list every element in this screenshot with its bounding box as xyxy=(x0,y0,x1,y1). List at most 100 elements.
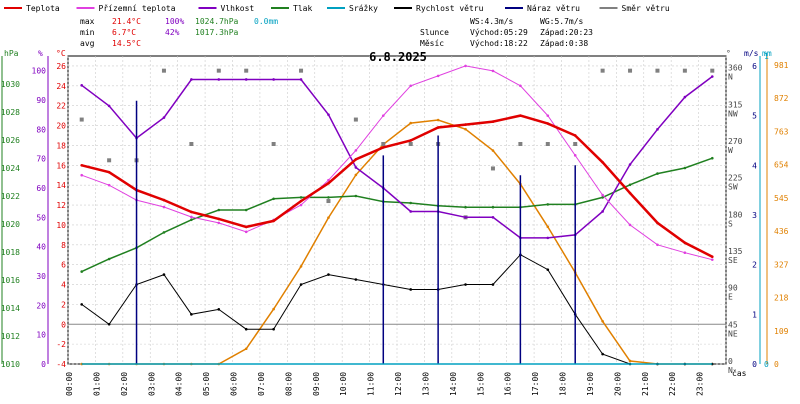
solar-tick-label: 327 xyxy=(774,260,789,269)
ground-temperature-point xyxy=(519,84,522,88)
wind-direction-compass-label: N xyxy=(728,73,733,82)
wind-direction-point xyxy=(244,68,249,73)
wind-direction-tick-label: 180 xyxy=(728,210,743,219)
temperature-point xyxy=(519,114,522,117)
solar-tick-label: 654 xyxy=(774,161,789,170)
wind-speed-point xyxy=(464,283,467,286)
wind-direction-tick-label: 270 xyxy=(728,137,743,146)
x-tick-label: 23:00 xyxy=(696,372,705,396)
humidity-point xyxy=(409,210,413,213)
pressure-tick-label: 1018 xyxy=(1,248,20,257)
wind-direction-point xyxy=(710,68,715,73)
stat-wg: WG:5.7m/s xyxy=(540,17,584,26)
stat-min-label: min xyxy=(80,28,95,37)
ground-temperature-point xyxy=(217,221,221,225)
wind-speed-point xyxy=(190,313,193,316)
stat-sun-set: Západ:20:23 xyxy=(540,28,593,37)
wind-direction-tick-label: 45 xyxy=(728,320,738,329)
humidity-point xyxy=(491,216,495,219)
wind-direction-compass-label: NW xyxy=(728,109,738,118)
ground-temperature-point xyxy=(436,74,440,78)
wind-speed-tick-label: 6 xyxy=(752,62,757,71)
temperature-point xyxy=(80,163,84,167)
wind-speed-point xyxy=(409,288,413,291)
wind-speed-tick-label: 4 xyxy=(752,161,757,170)
pressure-tick-label: 1028 xyxy=(1,108,20,117)
humidity-point xyxy=(354,166,358,169)
wind-direction-point xyxy=(107,158,112,163)
legend-label: Teplota xyxy=(26,4,60,13)
temperature-tick-label: 10 xyxy=(56,221,66,230)
x-tick-label: 05:00 xyxy=(202,372,211,396)
pressure-point xyxy=(710,156,714,160)
pressure-point xyxy=(244,208,248,212)
solar-radiation-point xyxy=(354,173,358,177)
pressure-tick-label: 1026 xyxy=(1,136,20,145)
legend-label: Směr větru xyxy=(622,4,670,13)
pressure-tick-label: 1014 xyxy=(1,304,20,313)
temperature-tick-label: -4 xyxy=(56,360,66,369)
temperature-point xyxy=(710,255,714,258)
pressure-line xyxy=(81,157,713,273)
x-tick-label: 06:00 xyxy=(230,372,239,396)
x-tick-label: 08:00 xyxy=(284,372,293,396)
x-tick-label: 22:00 xyxy=(668,372,677,396)
pressure-tick-label: 1020 xyxy=(1,220,20,229)
wind-direction-compass-label: W xyxy=(728,146,733,155)
temperature-line xyxy=(81,114,713,258)
ground-temperature-point xyxy=(107,183,111,187)
temperature-tick-label: 8 xyxy=(61,241,66,250)
pressure-point xyxy=(464,205,467,209)
x-tick-label: 04:00 xyxy=(175,372,184,396)
wind-direction-point xyxy=(545,142,550,146)
ground-temperature-point xyxy=(656,243,659,247)
humidity-tick-label: 80 xyxy=(36,125,46,134)
solar-radiation-point xyxy=(546,225,550,229)
ground-temperature-point xyxy=(354,149,358,152)
stat-moon-label: Měsíc xyxy=(420,39,444,48)
temperature-point xyxy=(628,191,632,195)
ground-temperature-point xyxy=(491,69,495,73)
wind-speed-point xyxy=(217,308,221,311)
wind-direction-compass-label: SE xyxy=(728,256,738,265)
temperature-point xyxy=(573,134,577,137)
wind-direction-tick-label: 135 xyxy=(728,247,743,256)
wind-direction-tick-label: 315 xyxy=(728,100,743,109)
wind-direction-compass-label: N xyxy=(728,366,733,375)
x-tick-label: 01:00 xyxy=(92,372,101,396)
stat-rain: 0.0mm xyxy=(254,17,278,26)
humidity-point xyxy=(656,128,659,131)
x-tick-label: 14:00 xyxy=(449,372,458,396)
stat-ws: WS:4.3m/s xyxy=(470,17,514,26)
humidity-point xyxy=(683,95,687,99)
temperature-point xyxy=(656,221,659,225)
wind-speed-line xyxy=(81,254,713,365)
pressure-tick-label: 1016 xyxy=(1,276,20,285)
stat-sun-rise: Východ:05:29 xyxy=(470,28,528,37)
pressure-point xyxy=(683,166,687,170)
temperature-point xyxy=(272,219,275,223)
pressure-point xyxy=(354,194,358,198)
temperature-tick-label: 6 xyxy=(61,261,66,270)
humidity-point xyxy=(80,84,84,87)
x-tick-label: 13:00 xyxy=(421,372,430,396)
temperature-tick-label: 14 xyxy=(56,181,66,190)
x-tick-label: 02:00 xyxy=(120,372,129,396)
x-tick-label: 09:00 xyxy=(312,372,321,396)
wind-speed-unit-label: m/s xyxy=(744,49,759,58)
legend-label: Náraz větru xyxy=(527,4,580,13)
wind-direction-point xyxy=(161,68,166,73)
pressure-point xyxy=(190,218,193,222)
wind-speed-tick-label: 1 xyxy=(752,310,757,319)
wind-speed-point xyxy=(80,303,84,306)
humidity-point xyxy=(244,78,248,81)
pressure-point xyxy=(272,197,275,201)
solar-tick-label: 545 xyxy=(774,194,789,203)
x-tick-label: 20:00 xyxy=(613,372,622,396)
legend-label: Srážky xyxy=(349,4,378,13)
ground-temperature-line xyxy=(81,65,713,261)
stat-min-hum: 42% xyxy=(165,28,180,37)
pressure-point xyxy=(601,196,604,199)
